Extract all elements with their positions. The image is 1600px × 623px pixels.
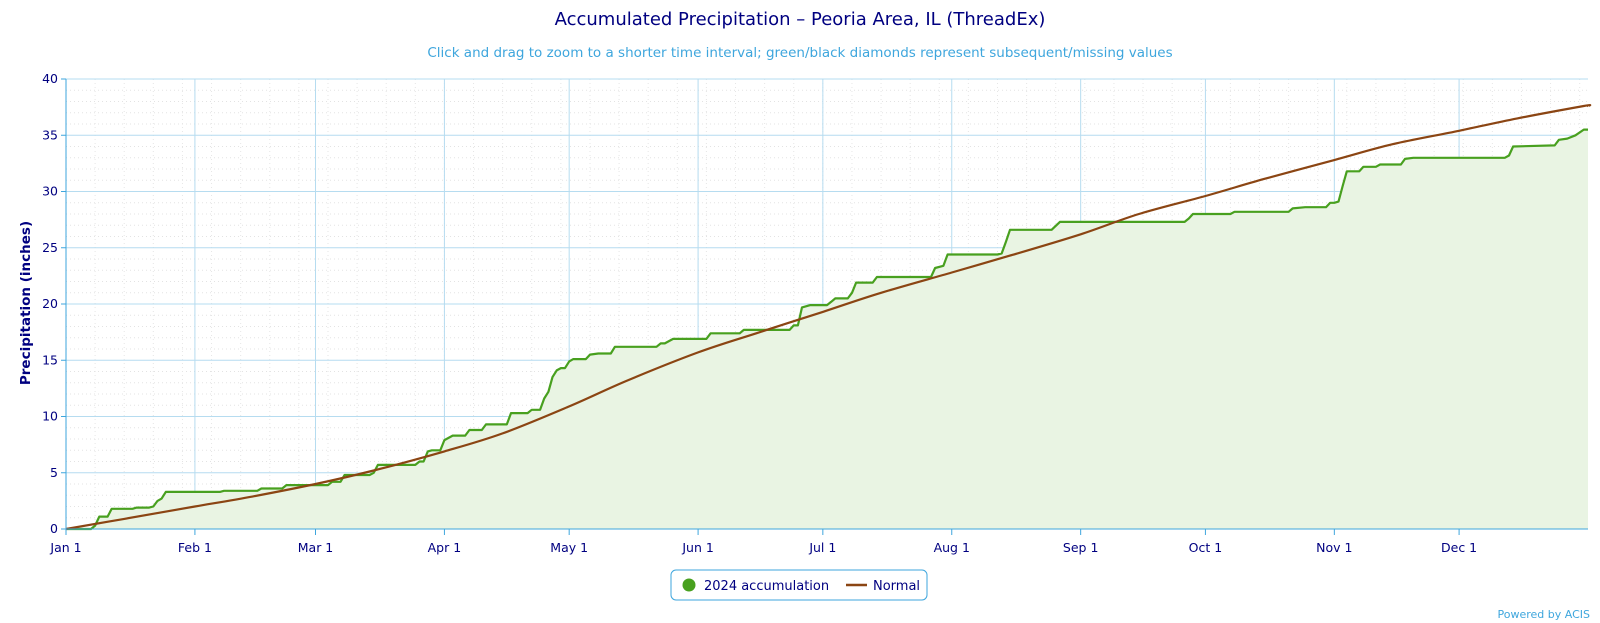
x-axis-ticks: Jan 1 Feb 1 Mar 1 Apr 1 May 1 Jun 1 Jul 1 Aug 1… — [49, 529, 1477, 555]
x-tick-label: Sep 1 — [1063, 540, 1099, 555]
legend-label-2024-accumulation: 2024 accumulation — [704, 579, 829, 594]
powered-by-credit[interactable]: Powered by ACIS — [1498, 608, 1591, 621]
x-tick-label: Nov 1 — [1316, 540, 1352, 555]
x-tick-label: May 1 — [550, 540, 588, 555]
y-tick-label: 10 — [42, 409, 58, 424]
legend-label-normal: Normal — [873, 579, 920, 594]
x-tick-label: Aug 1 — [934, 540, 970, 555]
legend-item-normal[interactable]: Normal — [846, 579, 920, 594]
x-tick-label: Jun 1 — [681, 540, 713, 555]
accumulation-area — [66, 129, 1588, 529]
x-tick-label: Apr 1 — [428, 540, 462, 555]
x-tick-label: Mar 1 — [298, 540, 334, 555]
series-layer — [65, 103, 1592, 531]
x-tick-label: Jul 1 — [808, 540, 836, 555]
y-tick-label: 40 — [42, 71, 58, 86]
legend-box — [670, 569, 928, 601]
y-tick-label: 35 — [42, 127, 58, 142]
y-tick-label: 25 — [42, 240, 58, 255]
x-tick-label: Oct 1 — [1189, 540, 1223, 555]
y-tick-label: 30 — [42, 184, 58, 199]
y-tick-label: 5 — [50, 465, 58, 480]
y-tick-label: 15 — [42, 352, 58, 367]
legend-item-2024-accumulation[interactable]: 2024 accumulation — [682, 578, 830, 595]
series-line-normal[interactable] — [65, 103, 1592, 531]
legend-marker-2024-accumulation — [682, 578, 696, 592]
x-tick-label: Jan 1 — [49, 540, 81, 555]
series-line-2024-accumulation[interactable] — [66, 128, 1588, 531]
chart-title: Accumulated Precipitation – Peoria Area,… — [555, 9, 1046, 30]
x-tick-label: Feb 1 — [178, 540, 212, 555]
x-tick-label: Dec 1 — [1441, 540, 1477, 555]
y-axis-label: Precipitation (inches) — [18, 221, 34, 385]
y-tick-label: 0 — [50, 521, 58, 536]
y-axis-ticks: 0 5 10 15 20 25 30 35 40 — [42, 71, 66, 536]
chart-subtitle: Click and drag to zoom to a shorter time… — [427, 45, 1172, 61]
y-tick-label: 20 — [42, 296, 58, 311]
legend: 2024 accumulation Normal — [670, 569, 928, 601]
